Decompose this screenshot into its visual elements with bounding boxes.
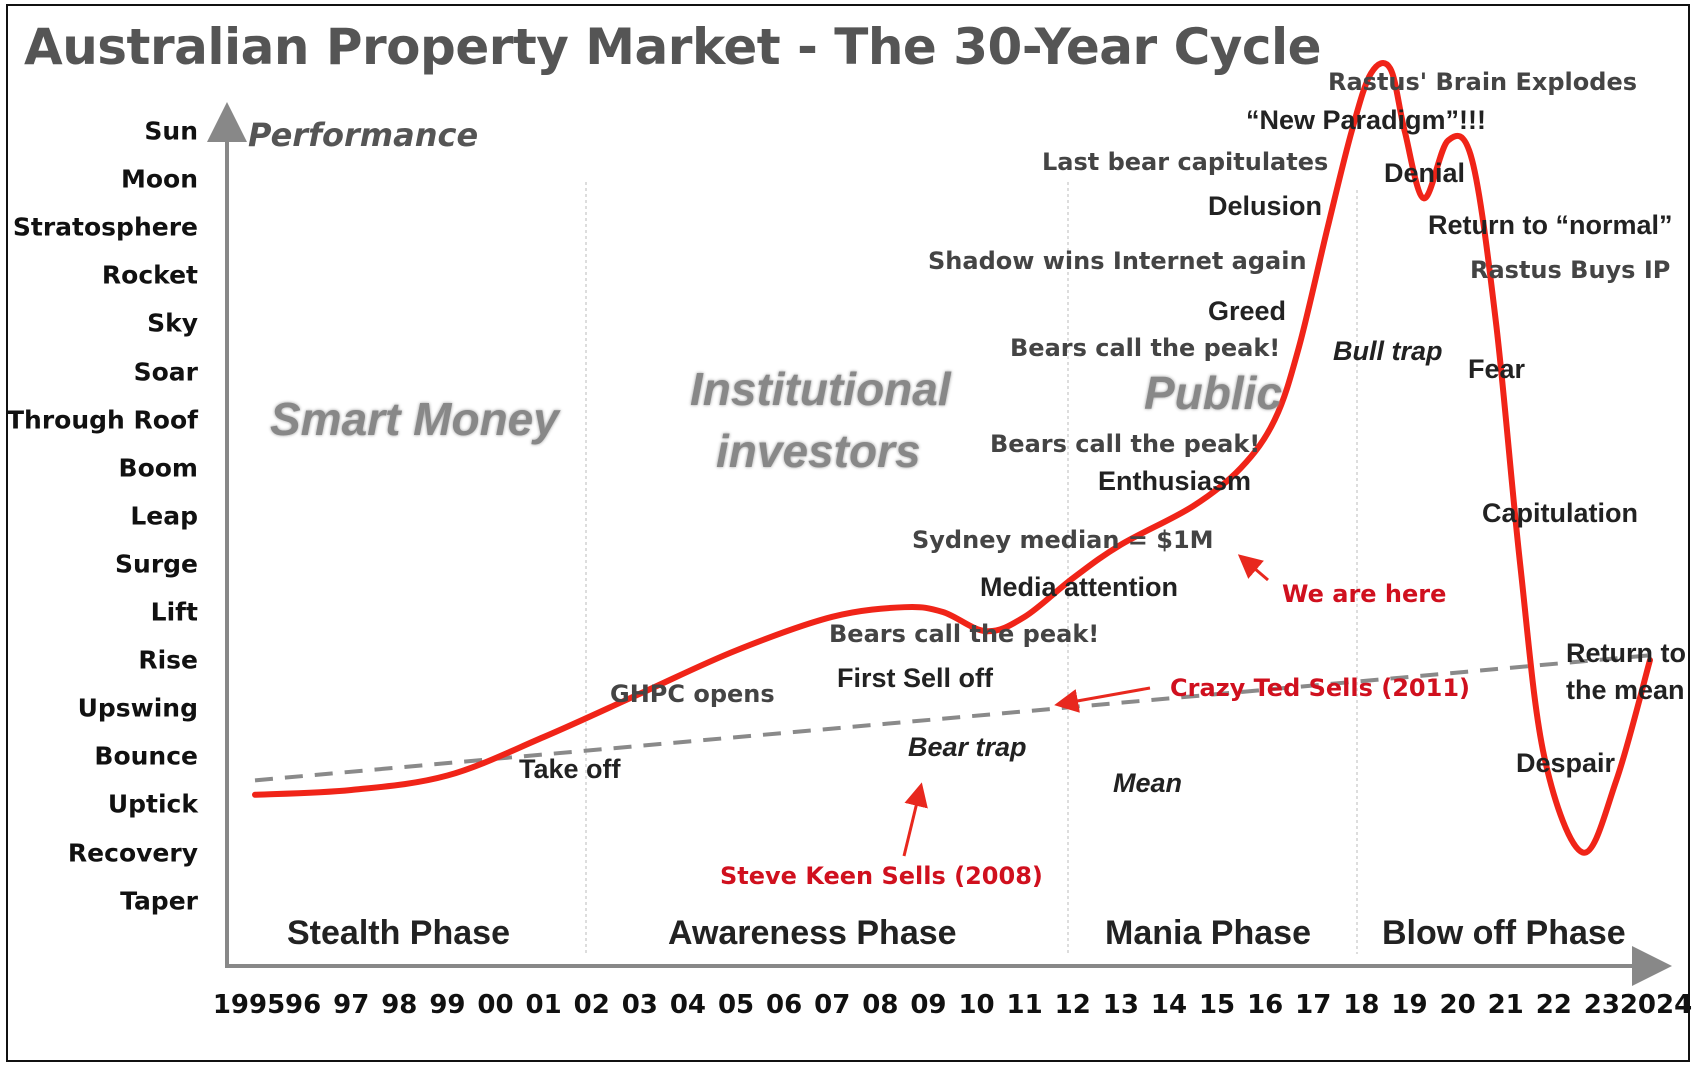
x-tick-label: 05 (717, 990, 755, 1020)
x-tick-label: 06 (766, 990, 803, 1020)
chart-title: Australian Property Market - The 30-Year… (24, 18, 1322, 76)
annotation-first-sell-off: First Sell off (837, 663, 994, 693)
y-tick-label: Soar (133, 357, 198, 386)
annotation-media: Media attention (980, 572, 1179, 602)
y-tick-label: Upswing (77, 693, 198, 723)
y-tick-label: Rocket (101, 260, 198, 290)
annotation-new-paradigm: “New Paradigm”!!! (1246, 105, 1487, 135)
x-tick-label: 04 (669, 990, 707, 1020)
x-tick-label: 09 (910, 990, 947, 1020)
y-tick-label: Lift (150, 597, 198, 627)
y-tick-label: Moon (120, 164, 198, 194)
phase-label-stealth: Stealth Phase (287, 914, 510, 952)
y-tick-label: Leap (130, 501, 198, 531)
x-tick-label: 10 (958, 990, 995, 1020)
annotation-bears-call-1: Bears call the peak! (829, 620, 1100, 648)
x-tick-label: 03 (621, 990, 658, 1020)
x-tick-label: 22 (1535, 990, 1572, 1020)
y-tick-label: Uptick (107, 789, 198, 819)
y-tick-label: Bounce (94, 741, 198, 771)
phase-label-mania: Mania Phase (1105, 914, 1311, 952)
x-tick-label: 16 (1247, 990, 1284, 1020)
y-tick-label: Sun (144, 116, 198, 146)
institutional-label: Institutional (690, 363, 951, 415)
annotation-bears-call-2: Bears call the peak! (990, 430, 1261, 458)
annotation-greed: Greed (1208, 296, 1287, 326)
annotation-denial: Denial (1384, 158, 1466, 188)
x-tick-label: 13 (1102, 990, 1139, 1020)
y-tick-label: Surge (115, 549, 198, 579)
x-tick-label: 07 (814, 990, 851, 1020)
x-tick-label: 20 (1439, 990, 1476, 1020)
smart-money-label: Smart Money (270, 393, 559, 445)
y-tick-label: Rise (138, 645, 198, 675)
y-tick-label: Sky (147, 308, 198, 338)
annotation-ghpc: GHPC opens (610, 680, 775, 708)
x-tick-label: 96 (285, 990, 322, 1020)
x-tick-label: 00 (477, 990, 514, 1020)
x-tick-label: 18 (1343, 990, 1380, 1020)
annotation-bull-trap: Bull trap (1333, 336, 1443, 366)
y-tick-label: Taper (120, 886, 198, 916)
annotation-crazy-ted: Crazy Ted Sells (2011) (1170, 674, 1470, 702)
y-tick-label: Stratosphere (12, 212, 198, 242)
phase-label-awareness: Awareness Phase (668, 914, 957, 952)
y-tick-label: Recovery (67, 838, 198, 867)
x-tick-label: 98 (381, 990, 418, 1020)
crazy-ted-arrow (1054, 686, 1151, 713)
x-tick-label: 17 (1295, 990, 1332, 1020)
annotation-rastus-buys: Rastus Buys IP (1470, 256, 1671, 284)
annotation-return-mean-1: Return to (1566, 638, 1686, 668)
annotation-sydney: Sydney median = $1M (912, 526, 1214, 554)
y-tick-label: Boom (118, 453, 198, 483)
annotation-despair: Despair (1516, 748, 1616, 778)
y-tick-label: Through Roof (6, 405, 198, 435)
chart-frame (6, 4, 1690, 1062)
x-tick-label: 23 (1583, 990, 1620, 1020)
phase-label-blowoff: Blow off Phase (1382, 914, 1626, 952)
annotation-bear-trap: Bear trap (908, 732, 1027, 762)
annotation-capitulation: Capitulation (1482, 498, 1638, 528)
we-are-here-arrow (1237, 554, 1269, 582)
annotation-steve-keen: Steve Keen Sells (2008) (720, 862, 1043, 890)
annotation-mean: Mean (1113, 768, 1183, 798)
x-tick-label: 21 (1487, 990, 1524, 1020)
y-axis-title: Performance (248, 116, 479, 154)
x-tick-label: 01 (525, 990, 562, 1020)
annotation-shadow: Shadow wins Internet again (928, 247, 1307, 275)
x-tick-label: 15 (1198, 990, 1236, 1020)
annotation-rastus-brain: Rastus' Brain Explodes (1328, 68, 1638, 96)
x-tick-label: 97 (333, 990, 370, 1020)
investors-label: investors (716, 425, 921, 477)
x-tick-label: 08 (862, 990, 899, 1020)
steve-keen-arrow (902, 782, 928, 857)
mean-line (254, 653, 1651, 783)
public-label: Public (1144, 367, 1283, 419)
annotation-enthusiasm: Enthusiasm (1098, 466, 1252, 496)
performance-line (252, 60, 1653, 856)
x-tick-label: 1995 (212, 990, 286, 1020)
annotation-return-normal: Return to “normal” (1428, 210, 1673, 240)
x-tick-label: 12 (1054, 990, 1091, 1020)
annotation-bears-call-3: Bears call the peak! (1010, 334, 1281, 362)
x-tick-label: 11 (1006, 990, 1043, 1020)
x-tick-label: 2024 (1619, 990, 1693, 1020)
x-tick-label: 99 (429, 990, 466, 1020)
x-tick-label: 02 (573, 990, 610, 1020)
annotation-we-are-here: We are here (1282, 580, 1447, 608)
annotation-fear: Fear (1468, 354, 1526, 384)
x-tick-label: 14 (1150, 990, 1188, 1020)
annotation-delusion: Delusion (1208, 191, 1323, 221)
annotation-return-mean-2: the mean (1566, 675, 1685, 705)
x-tick-label: 19 (1391, 990, 1428, 1020)
annotation-take-off: Take off (519, 754, 621, 784)
annotation-last-bear: Last bear capitulates (1042, 148, 1329, 176)
